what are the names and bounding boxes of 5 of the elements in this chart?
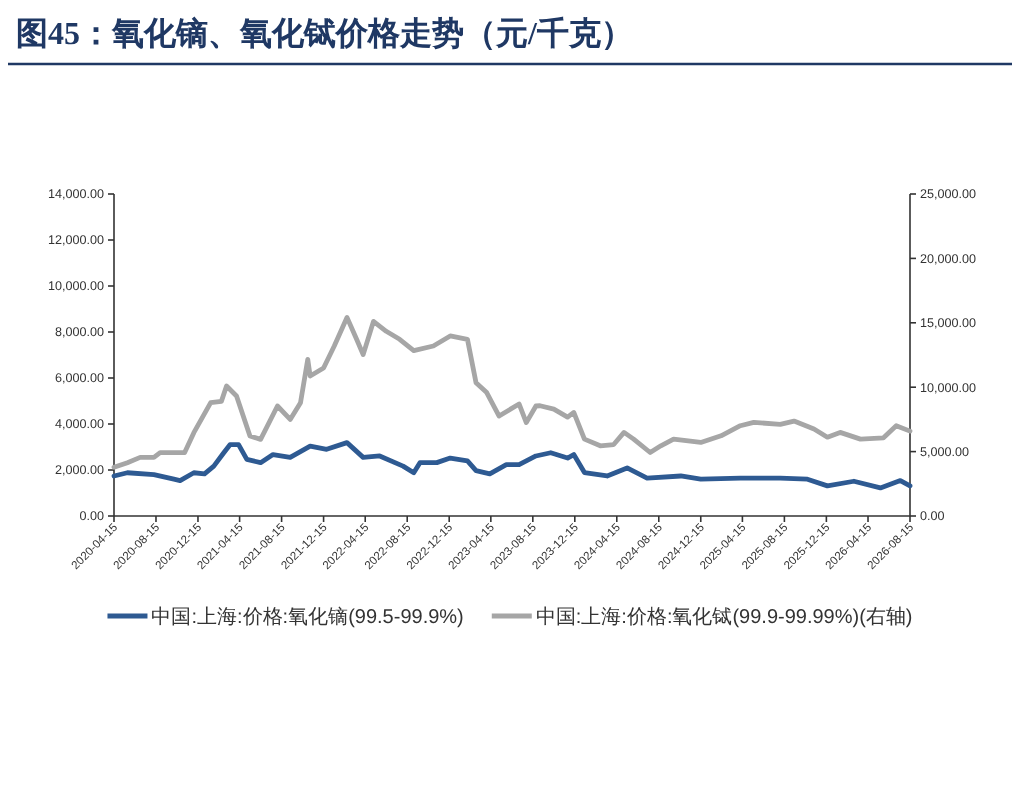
chart-title: 图45：氧化镝、氧化铽价格走势（元/千克）: [16, 16, 633, 52]
line-series: [111, 440, 913, 491]
legend-label: 中国:上海:价格:氧化铽(99.9-99.99%)(右轴): [535, 605, 913, 629]
line-series: [111, 315, 913, 470]
legend-label: 中国:上海:价格:氧化镝(99.5-99.9%): [151, 605, 464, 629]
